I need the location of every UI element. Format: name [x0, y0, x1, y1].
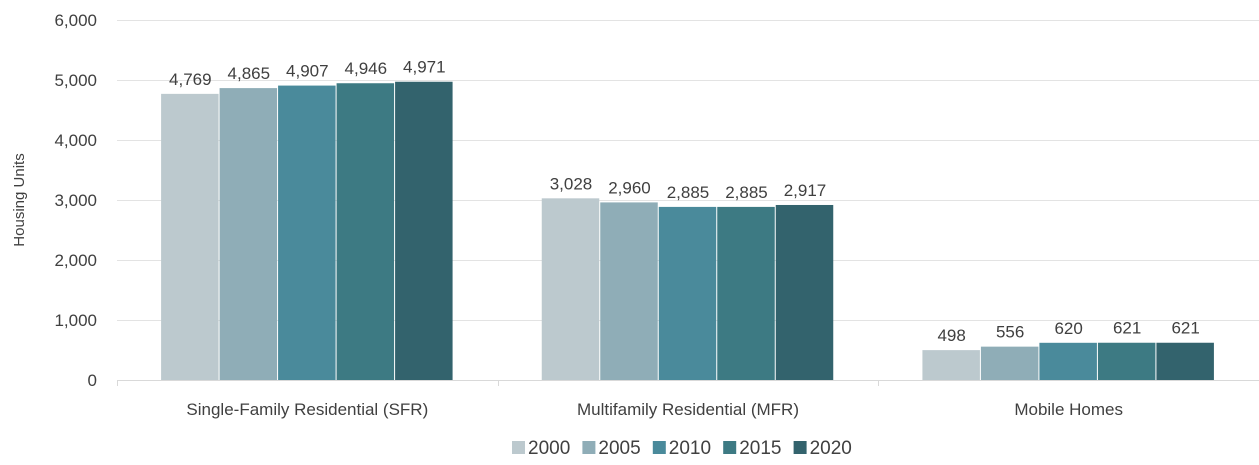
legend-swatch: [652, 441, 666, 454]
bar: [541, 198, 600, 380]
y-tick-label: 5,000: [54, 71, 97, 90]
bar: [717, 206, 775, 380]
data-label: 2,885: [667, 183, 710, 202]
data-label: 2,917: [784, 181, 827, 200]
data-label: 4,865: [228, 64, 271, 83]
bars: [161, 81, 1214, 381]
legend-swatch: [723, 441, 737, 454]
legend-label: 2020: [810, 438, 852, 459]
y-tick-label: 0: [88, 371, 97, 390]
bar: [395, 81, 453, 381]
data-label: 4,769: [169, 70, 212, 89]
bar: [1039, 342, 1097, 380]
legend-swatch: [512, 441, 525, 454]
bar: [980, 346, 1039, 380]
bar: [600, 202, 658, 380]
data-label: 4,907: [286, 62, 329, 81]
y-tick-label: 6,000: [54, 11, 97, 30]
category-label: Mobile Homes: [1014, 400, 1123, 419]
data-labels: 4,769 4,865 4,907 4,946 4,971 3,028 2,960 2,885…: [169, 58, 1200, 345]
legend-swatch: [582, 441, 596, 454]
bar: [1156, 342, 1214, 380]
bar: [219, 88, 278, 380]
bar: [278, 85, 336, 380]
y-axis-title: Housing Units: [11, 153, 28, 246]
data-label: 620: [1054, 319, 1082, 338]
y-tick-label: 2,000: [54, 251, 97, 270]
legend: 2000 2005 2010 2015 2020: [512, 438, 852, 459]
y-tick-label: 1,000: [54, 311, 97, 330]
bar: [161, 93, 219, 381]
legend-swatch: [793, 441, 807, 454]
bar: [922, 350, 980, 380]
legend-label: 2000: [528, 438, 570, 459]
category-label: Multifamily Residential (MFR): [577, 400, 799, 419]
data-label: 2,885: [725, 183, 768, 202]
data-label: 498: [937, 326, 965, 345]
x-axis-tick-marks: [117, 380, 879, 386]
data-label: 556: [996, 323, 1024, 342]
data-label: 621: [1113, 319, 1141, 338]
legend-label: 2010: [669, 438, 711, 459]
y-axis-ticks: 0 1,000 2,000 3,000 4,000 5,000 6,000: [54, 11, 97, 390]
data-label: 2,960: [608, 178, 651, 197]
legend-label: 2015: [739, 438, 781, 459]
y-tick-label: 3,000: [54, 191, 97, 210]
y-tick-label: 4,000: [54, 131, 97, 150]
data-label: 4,946: [345, 59, 388, 78]
data-label: 621: [1171, 319, 1199, 338]
bar: [658, 206, 717, 380]
bar: [336, 83, 395, 381]
category-labels: Single-Family Residential (SFR) Multifami…: [186, 400, 1123, 419]
bar: [775, 204, 834, 380]
data-label: 4,971: [403, 58, 446, 77]
legend-label: 2005: [598, 438, 640, 459]
category-label: Single-Family Residential (SFR): [186, 400, 428, 419]
bar: [1097, 342, 1156, 380]
data-label: 3,028: [550, 174, 593, 193]
